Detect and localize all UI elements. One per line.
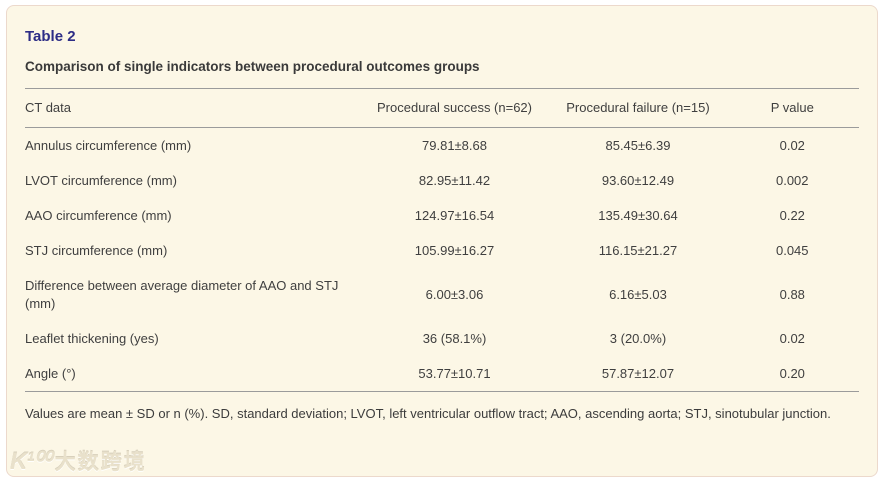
row-label-cell: LVOT circumference (mm) <box>25 172 177 188</box>
p-value-cell: 0.02 <box>779 330 805 346</box>
failure-value-cell: 116.15±21.27 <box>598 242 678 258</box>
success-value-cell: 53.77±10.71 <box>358 356 551 392</box>
header-row: CT data Procedural success (n=62) Proced… <box>25 88 859 128</box>
p-value-cell: 0.002 <box>775 172 809 188</box>
p-value-cell: 0.20 <box>725 356 859 392</box>
success-value-cell: 6.00±3.06 <box>425 286 484 302</box>
row-label-cell: Angle (°) <box>25 356 359 392</box>
table-footnote: Values are mean ± SD or n (%). SD, stand… <box>25 406 831 421</box>
row-label-cell: STJ circumference (mm) <box>25 242 168 258</box>
column-header-p-value: P value <box>725 88 859 128</box>
table-card: Table 2 Comparison of single indicators … <box>6 5 878 477</box>
table-row: Angle (°) 53.77±10.71 57.87±12.07 0.20 <box>25 356 859 392</box>
table-title: Table 2 <box>25 28 76 45</box>
row-label-cell: Difference between average diameter of A… <box>25 277 339 311</box>
p-value-cell: 0.88 <box>779 286 805 302</box>
comparison-table: CT data Procedural success (n=62) Proced… <box>25 88 859 392</box>
table-row: Annulus circumference (mm) 79.81±8.68 85… <box>25 128 859 164</box>
table-row: Leaflet thickening (yes) 36 (58.1%) 3 (2… <box>25 321 859 356</box>
table-row: STJ circumference (mm) 105.99±16.27 116.… <box>25 233 859 268</box>
p-value-cell: 0.22 <box>779 207 805 223</box>
failure-value-cell: 93.60±12.49 <box>601 172 675 188</box>
column-header-ct-data: CT data <box>25 88 359 128</box>
table-row: AAO circumference (mm) 124.97±16.54 135.… <box>25 198 859 233</box>
row-label-cell: Leaflet thickening (yes) <box>25 330 159 346</box>
row-label-cell: AAO circumference (mm) <box>25 207 172 223</box>
column-header-failure: Procedural failure (n=15) <box>550 88 726 128</box>
table-row: LVOT circumference (mm) 82.95±11.42 93.6… <box>25 163 859 198</box>
column-header-success: Procedural success (n=62) <box>358 88 551 128</box>
success-value-cell: 124.97±16.54 <box>414 207 495 223</box>
failure-value-cell: 57.87±12.07 <box>550 356 726 392</box>
failure-value-cell: 135.49±30.64 <box>598 207 678 223</box>
success-value-cell: 105.99±16.27 <box>414 242 495 258</box>
success-value-cell: 36 (58.1%) <box>422 330 487 346</box>
failure-value-cell: 3 (20.0%) <box>609 330 667 346</box>
failure-value-cell: 6.16±5.03 <box>609 286 667 302</box>
success-value-cell: 79.81±8.68 <box>422 137 487 153</box>
p-value-cell: 0.045 <box>775 242 809 258</box>
table-caption: Comparison of single indicators between … <box>25 59 480 74</box>
success-value-cell: 82.95±11.42 <box>418 172 491 188</box>
row-label-cell: Annulus circumference (mm) <box>25 137 192 153</box>
table-row: Difference between average diameter of A… <box>25 268 859 321</box>
failure-value-cell: 85.45±6.39 <box>605 137 671 153</box>
p-value-cell: 0.02 <box>779 137 805 153</box>
